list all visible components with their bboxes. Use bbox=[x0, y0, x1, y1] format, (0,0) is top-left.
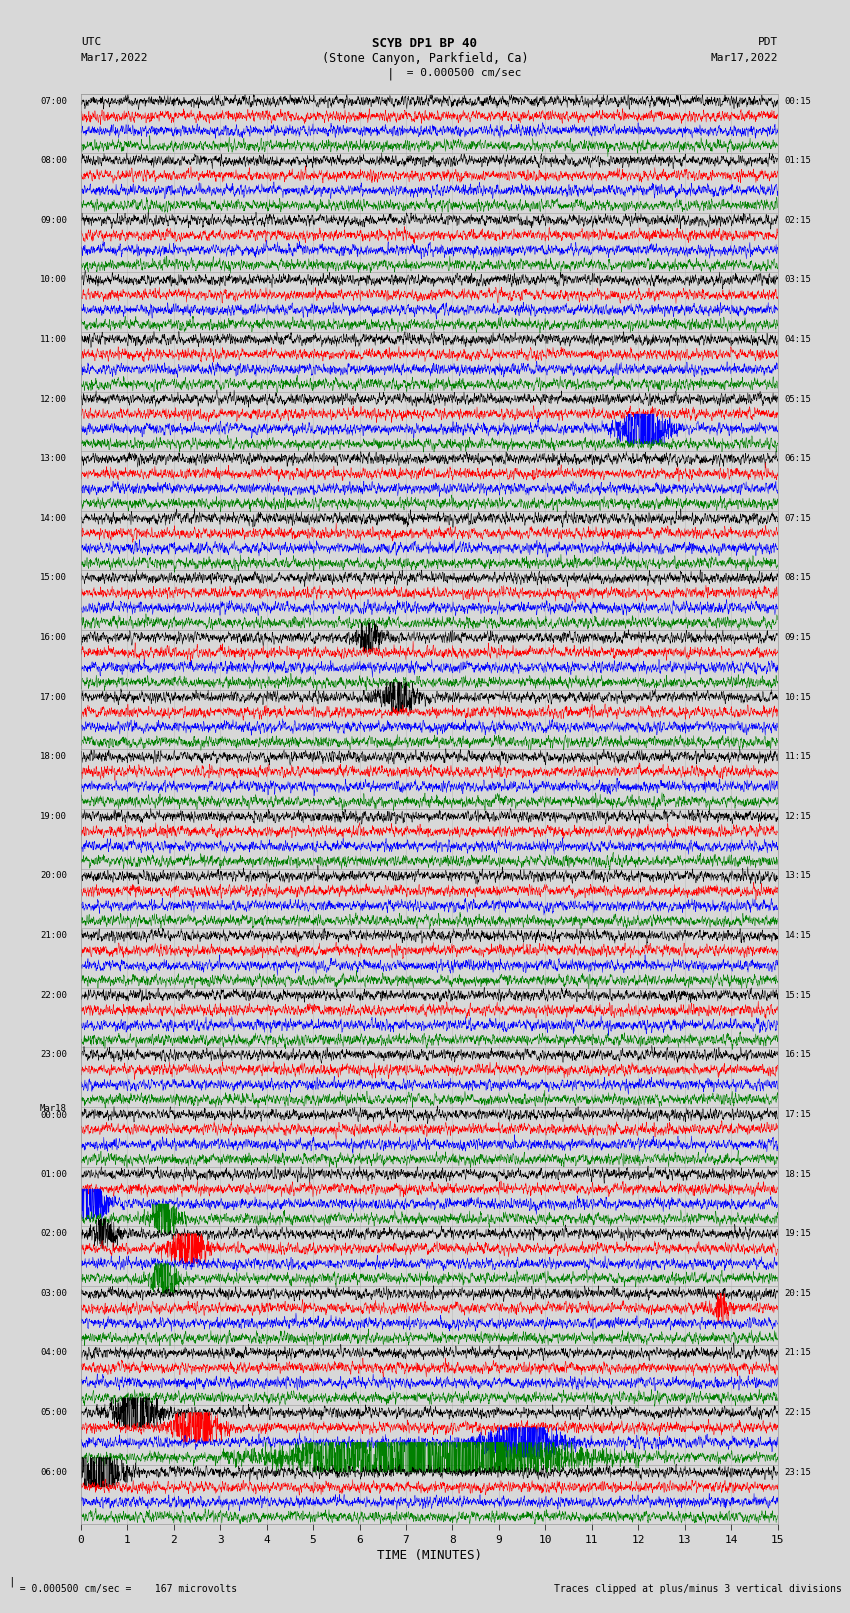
Text: 10:00: 10:00 bbox=[40, 276, 67, 284]
Text: 12:00: 12:00 bbox=[40, 395, 67, 403]
Text: |: | bbox=[388, 68, 394, 81]
Text: 11:15: 11:15 bbox=[785, 752, 812, 761]
Text: 05:15: 05:15 bbox=[785, 395, 812, 403]
Text: 18:15: 18:15 bbox=[785, 1169, 812, 1179]
Text: 00:00: 00:00 bbox=[40, 1111, 67, 1121]
Text: 06:00: 06:00 bbox=[40, 1468, 67, 1476]
Text: 04:00: 04:00 bbox=[40, 1348, 67, 1358]
Text: 04:15: 04:15 bbox=[785, 336, 812, 344]
Text: 07:15: 07:15 bbox=[785, 515, 812, 523]
Text: UTC: UTC bbox=[81, 37, 101, 47]
Text: 13:15: 13:15 bbox=[785, 871, 812, 881]
Text: 23:00: 23:00 bbox=[40, 1050, 67, 1060]
Text: 03:15: 03:15 bbox=[785, 276, 812, 284]
Text: 19:00: 19:00 bbox=[40, 811, 67, 821]
Text: 22:00: 22:00 bbox=[40, 990, 67, 1000]
Text: 14:15: 14:15 bbox=[785, 931, 812, 940]
Text: 12:15: 12:15 bbox=[785, 811, 812, 821]
Text: = 0.000500 cm/sec: = 0.000500 cm/sec bbox=[400, 68, 521, 77]
Text: |: | bbox=[8, 1576, 15, 1587]
Text: 07:00: 07:00 bbox=[40, 97, 67, 105]
Text: Mar18: Mar18 bbox=[40, 1103, 67, 1113]
Text: 08:15: 08:15 bbox=[785, 573, 812, 582]
Text: 23:15: 23:15 bbox=[785, 1468, 812, 1476]
Text: 20:15: 20:15 bbox=[785, 1289, 812, 1298]
Text: 01:00: 01:00 bbox=[40, 1169, 67, 1179]
Text: 22:15: 22:15 bbox=[785, 1408, 812, 1416]
Text: PDT: PDT bbox=[757, 37, 778, 47]
Text: (Stone Canyon, Parkfield, Ca): (Stone Canyon, Parkfield, Ca) bbox=[321, 52, 529, 65]
Text: 16:00: 16:00 bbox=[40, 632, 67, 642]
Text: Mar17,2022: Mar17,2022 bbox=[81, 53, 148, 63]
Text: 14:00: 14:00 bbox=[40, 515, 67, 523]
Text: 11:00: 11:00 bbox=[40, 336, 67, 344]
Text: 17:15: 17:15 bbox=[785, 1110, 812, 1119]
Text: 16:15: 16:15 bbox=[785, 1050, 812, 1060]
Text: 13:00: 13:00 bbox=[40, 455, 67, 463]
Text: 02:15: 02:15 bbox=[785, 216, 812, 224]
Text: Mar17,2022: Mar17,2022 bbox=[711, 53, 778, 63]
Text: 02:00: 02:00 bbox=[40, 1229, 67, 1239]
Text: Traces clipped at plus/minus 3 vertical divisions: Traces clipped at plus/minus 3 vertical … bbox=[553, 1584, 842, 1594]
Text: 15:15: 15:15 bbox=[785, 990, 812, 1000]
Text: 01:15: 01:15 bbox=[785, 156, 812, 165]
Text: 06:15: 06:15 bbox=[785, 455, 812, 463]
Text: SCYB DP1 BP 40: SCYB DP1 BP 40 bbox=[372, 37, 478, 50]
Text: 09:15: 09:15 bbox=[785, 632, 812, 642]
Text: 21:00: 21:00 bbox=[40, 931, 67, 940]
Text: = 0.000500 cm/sec =    167 microvolts: = 0.000500 cm/sec = 167 microvolts bbox=[8, 1584, 238, 1594]
Text: 05:00: 05:00 bbox=[40, 1408, 67, 1416]
Text: 08:00: 08:00 bbox=[40, 156, 67, 165]
Text: 21:15: 21:15 bbox=[785, 1348, 812, 1358]
Text: 19:15: 19:15 bbox=[785, 1229, 812, 1239]
Text: 17:00: 17:00 bbox=[40, 692, 67, 702]
Text: 15:00: 15:00 bbox=[40, 573, 67, 582]
Text: 10:15: 10:15 bbox=[785, 692, 812, 702]
Text: 03:00: 03:00 bbox=[40, 1289, 67, 1298]
Text: 00:15: 00:15 bbox=[785, 97, 812, 105]
Text: 09:00: 09:00 bbox=[40, 216, 67, 224]
Text: 20:00: 20:00 bbox=[40, 871, 67, 881]
Text: 18:00: 18:00 bbox=[40, 752, 67, 761]
X-axis label: TIME (MINUTES): TIME (MINUTES) bbox=[377, 1548, 482, 1561]
